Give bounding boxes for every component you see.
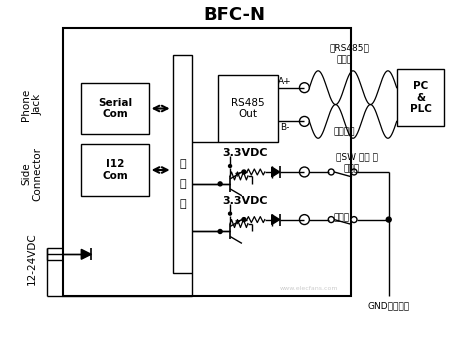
Text: 〈RS485〉: 〈RS485〉	[329, 43, 369, 53]
Text: 主: 主	[179, 159, 186, 169]
Circle shape	[300, 116, 310, 126]
Bar	[218, 75, 278, 142]
Circle shape	[300, 83, 310, 93]
Text: （白）: （白）	[333, 213, 349, 222]
Text: （黑）: （黑）	[344, 164, 360, 174]
Text: I12
Com: I12 Com	[102, 159, 128, 181]
Circle shape	[351, 169, 357, 175]
Text: RS485
Out: RS485 Out	[231, 98, 265, 119]
Text: （粉红）: （粉红）	[333, 128, 355, 137]
Circle shape	[242, 170, 246, 174]
Circle shape	[218, 182, 222, 186]
Text: 3.3VDC: 3.3VDC	[222, 148, 268, 158]
Text: GND（外部）: GND（外部）	[368, 301, 410, 311]
Circle shape	[351, 217, 357, 223]
Bar	[173, 55, 192, 273]
Circle shape	[328, 169, 334, 175]
Circle shape	[300, 215, 310, 224]
Text: www.elecfans.com: www.elecfans.com	[280, 285, 339, 291]
Text: （棕）: （棕）	[336, 55, 352, 64]
Bar	[81, 144, 149, 196]
Polygon shape	[81, 250, 91, 259]
Bar	[63, 28, 351, 296]
Text: 回: 回	[179, 179, 186, 189]
Polygon shape	[272, 215, 280, 224]
Circle shape	[228, 164, 232, 167]
Text: Phone
Jack: Phone Jack	[21, 88, 43, 121]
Text: BFC-N: BFC-N	[203, 6, 265, 24]
Bar	[81, 83, 149, 134]
Text: PC
&
PLC: PC & PLC	[409, 81, 431, 114]
Text: 12-24VDC: 12-24VDC	[27, 232, 37, 285]
Text: A+: A+	[278, 77, 291, 86]
Circle shape	[328, 217, 334, 223]
Circle shape	[300, 167, 310, 177]
Polygon shape	[272, 167, 280, 177]
Circle shape	[218, 230, 222, 234]
Text: 路: 路	[179, 199, 186, 209]
Text: B-: B-	[280, 123, 289, 132]
Text: 3.3VDC: 3.3VDC	[222, 196, 268, 206]
Text: 〈SW 输入 〉: 〈SW 输入 〉	[336, 153, 378, 162]
Circle shape	[242, 218, 246, 222]
Text: Serial
Com: Serial Com	[98, 98, 132, 119]
Circle shape	[228, 212, 232, 215]
Bar	[397, 69, 444, 126]
Text: Side
Connector: Side Connector	[21, 147, 43, 201]
Circle shape	[386, 217, 391, 222]
